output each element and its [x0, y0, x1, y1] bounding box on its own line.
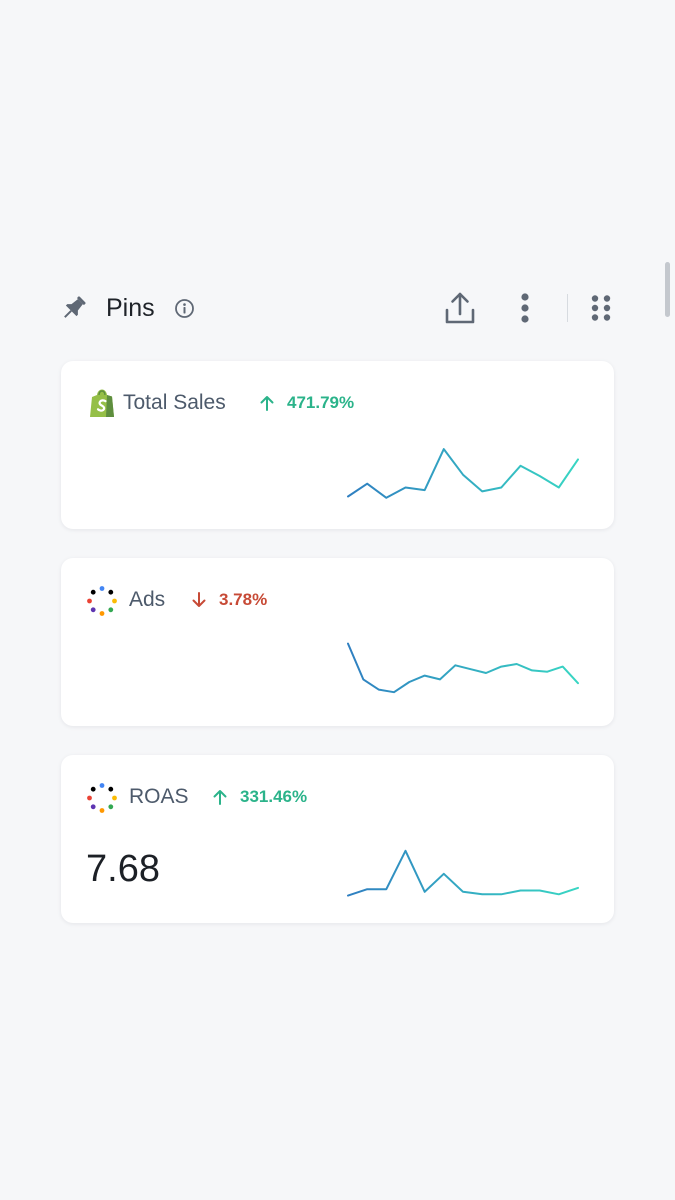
pin-icon — [64, 296, 86, 318]
sparkline-chart — [347, 642, 579, 694]
trend-badge: 331.46% — [211, 783, 307, 811]
more-vertical-icon[interactable] — [517, 292, 533, 324]
pin-card-roas[interactable]: ROAS 331.46% 7.68 — [61, 755, 614, 923]
sparkline-chart — [347, 849, 579, 897]
pin-card-ads[interactable]: Ads 3.78% — [61, 558, 614, 726]
pins-header: Pins — [60, 286, 615, 330]
sparkline-line — [347, 849, 579, 897]
ads-dots-logo-icon — [87, 586, 117, 616]
grid-dots-icon[interactable] — [589, 294, 613, 322]
info-icon[interactable] — [174, 298, 195, 319]
header-divider — [567, 294, 568, 322]
trend-badge: 471.79% — [258, 389, 354, 417]
sparkline-line — [347, 642, 579, 694]
trend-value: 471.79% — [287, 393, 355, 412]
arrow-up-icon — [260, 396, 274, 411]
pin-card-total-sales[interactable]: Total Sales 471.79% — [61, 361, 614, 529]
sparkline-chart — [347, 448, 579, 499]
trend-value: 3.78% — [219, 590, 268, 609]
arrow-down-icon — [192, 592, 206, 607]
sparkline-line — [347, 448, 579, 499]
card-title: Total Sales — [123, 391, 226, 414]
card-title: ROAS — [129, 785, 189, 808]
trend-badge: 3.78% — [190, 586, 267, 614]
ads-dots-logo-icon — [87, 783, 117, 813]
share-upload-icon[interactable] — [443, 290, 477, 326]
page-title: Pins — [106, 294, 155, 322]
shopify-logo-icon — [90, 389, 114, 417]
arrow-up-icon — [213, 790, 227, 805]
trend-value: 331.46% — [240, 787, 308, 806]
card-title: Ads — [129, 588, 166, 611]
scrollbar[interactable] — [665, 262, 670, 317]
card-value: 7.68 — [86, 848, 160, 890]
